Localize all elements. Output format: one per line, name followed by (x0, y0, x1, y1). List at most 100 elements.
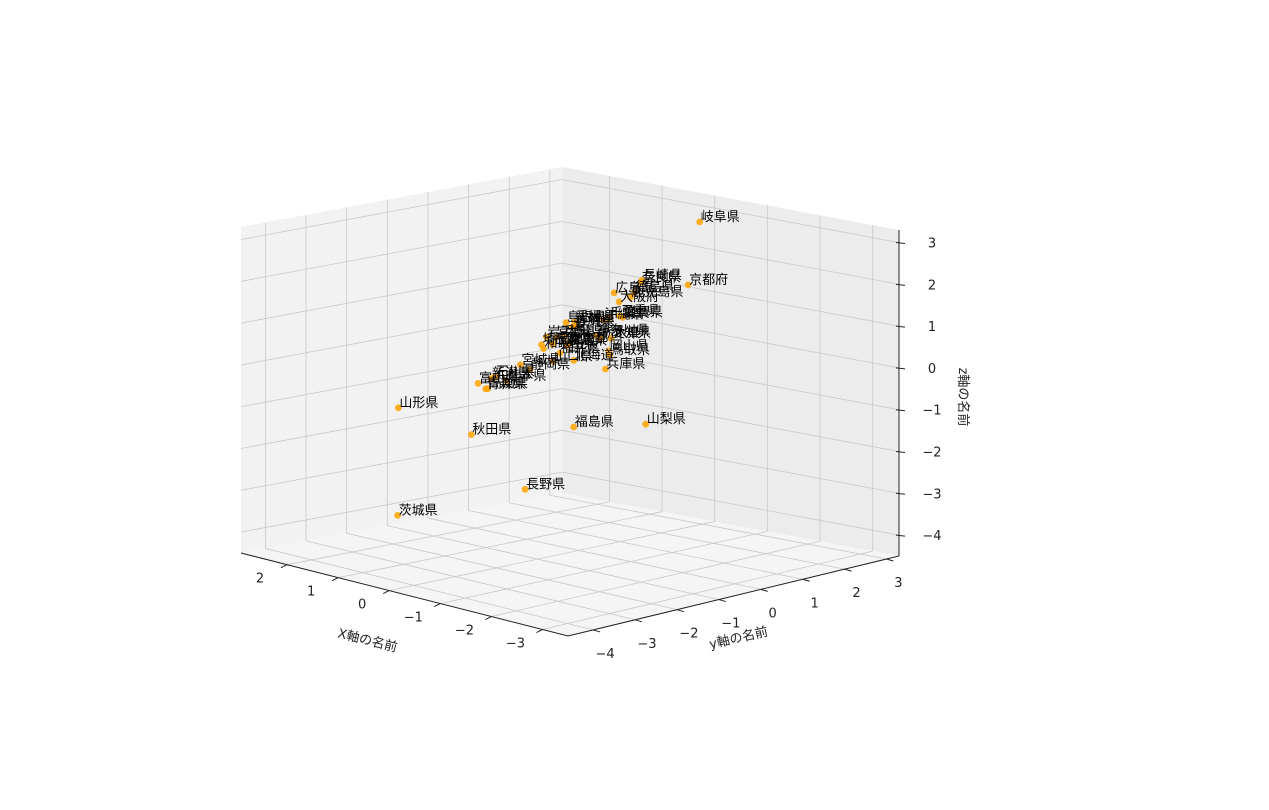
y-tick-mark (844, 568, 852, 572)
scatter-point (607, 334, 615, 342)
point-label: 埼玉県 (543, 333, 582, 348)
pane-y-wall (562, 167, 899, 556)
grid-line-z-xwall (240, 346, 563, 408)
point-label: 青森県 (487, 377, 526, 392)
scatter-point (543, 333, 550, 341)
scatter-point (556, 349, 564, 357)
point-label: 滋賀県 (624, 305, 663, 320)
point-label: 北海道 (575, 348, 614, 363)
x-tick-label: 0 (358, 598, 366, 613)
pane-x-wall (241, 167, 562, 553)
scatter-point (474, 380, 482, 387)
scatter-point (395, 404, 402, 412)
grid-line-y-floor (427, 517, 761, 590)
point-label: 新潟県 (492, 366, 531, 382)
scatter-point (605, 314, 613, 322)
scatter-point (602, 365, 609, 373)
scatter-point (564, 340, 572, 347)
scatter-point (600, 316, 607, 323)
grid-line-z-ywall (561, 346, 900, 411)
grid-lines (240, 169, 900, 631)
scatter-point (552, 334, 560, 341)
scatter-point (484, 385, 492, 392)
y-axis-line (567, 555, 900, 637)
z-tick-label: 1 (928, 320, 936, 335)
x-tick-label: 1 (307, 585, 315, 600)
grid-line-z-ywall (561, 429, 900, 494)
point-label: 福井県 (561, 341, 600, 356)
scatter-point (627, 293, 634, 301)
grid-line-z-ywall (561, 179, 900, 243)
y-tick-mark (760, 588, 768, 592)
scatter-point (394, 512, 401, 519)
y-tick-mark (718, 599, 726, 603)
z-tick-mark (895, 325, 906, 328)
point-label: 茨城県 (399, 503, 438, 518)
y-tick-mark (676, 609, 685, 613)
point-label: 長野県 (526, 477, 565, 492)
point-label: 沖縄県 (604, 308, 643, 323)
z-tick-label: −1 (922, 404, 941, 419)
scatter-point (549, 340, 557, 348)
z-tick-mark (895, 534, 906, 537)
y-tick-label: 2 (852, 586, 860, 601)
point-label: 山形県 (399, 396, 438, 411)
z-tick-mark (895, 451, 906, 454)
grid-line-z-xwall (240, 262, 563, 324)
scatter-point (605, 347, 612, 355)
y-tick-mark (634, 619, 643, 623)
point-label: 島根県 (567, 311, 606, 326)
point-label: 徳島県 (636, 280, 675, 295)
scatter-point (562, 319, 570, 327)
point-label: 愛知県 (612, 325, 651, 341)
scatter-point (684, 281, 692, 289)
y-tick-label: 3 (894, 576, 902, 591)
grid-line-z-ywall (561, 220, 900, 285)
scatter-point (592, 332, 600, 339)
y-tick-label: −3 (637, 637, 656, 652)
grid-line-y-floor (468, 510, 803, 580)
point-label: 大阪府 (620, 290, 659, 305)
point-label: 神奈川県 (597, 323, 649, 338)
z-axis-label: z軸の名前 (955, 368, 971, 427)
grid-line-y-floor (387, 525, 719, 600)
z-tick-mark (895, 367, 906, 370)
point-label: 高知県 (489, 376, 528, 392)
x-axis-line (240, 552, 569, 637)
scatter-point (521, 485, 529, 493)
point-label: 和歌山県 (545, 337, 597, 352)
scatter-point (615, 298, 623, 306)
scatter-point (638, 277, 646, 284)
scatter-point (571, 322, 578, 329)
scatter-point (540, 345, 547, 352)
scatter-point (526, 366, 534, 373)
scatter-point (570, 357, 578, 364)
x-tick-mark (280, 564, 288, 569)
scatter-point (619, 313, 627, 321)
grid-line-y-floor (549, 494, 887, 560)
z-tick-mark (895, 492, 906, 495)
grid-line-y-floor (265, 548, 594, 631)
point-label: 岐阜県 (701, 209, 740, 225)
point-label: 岩手県 (547, 325, 586, 340)
grid-line-z-ywall (561, 262, 900, 327)
z-tick-label: 3 (928, 237, 936, 252)
x-axis-label: X軸の名前 (336, 625, 399, 655)
point-label: 宮城県 (521, 352, 560, 368)
point-label: 石川県 (496, 365, 535, 380)
point-label: 富山県 (479, 370, 518, 386)
x-tick-mark (536, 629, 543, 633)
y-tick-mark (802, 578, 810, 582)
point-label: 福岡県 (554, 332, 593, 347)
point-label: 三重県 (621, 303, 660, 319)
y-tick-label: 1 (810, 596, 818, 611)
y-tick-label: 0 (769, 606, 777, 621)
scatter-point (642, 420, 650, 428)
point-label: 兵庫県 (606, 357, 645, 372)
x-tick-label: −2 (455, 624, 474, 639)
scatter-point (561, 333, 568, 340)
y-tick-mark (593, 629, 601, 633)
point-label: 福島県 (575, 415, 614, 430)
